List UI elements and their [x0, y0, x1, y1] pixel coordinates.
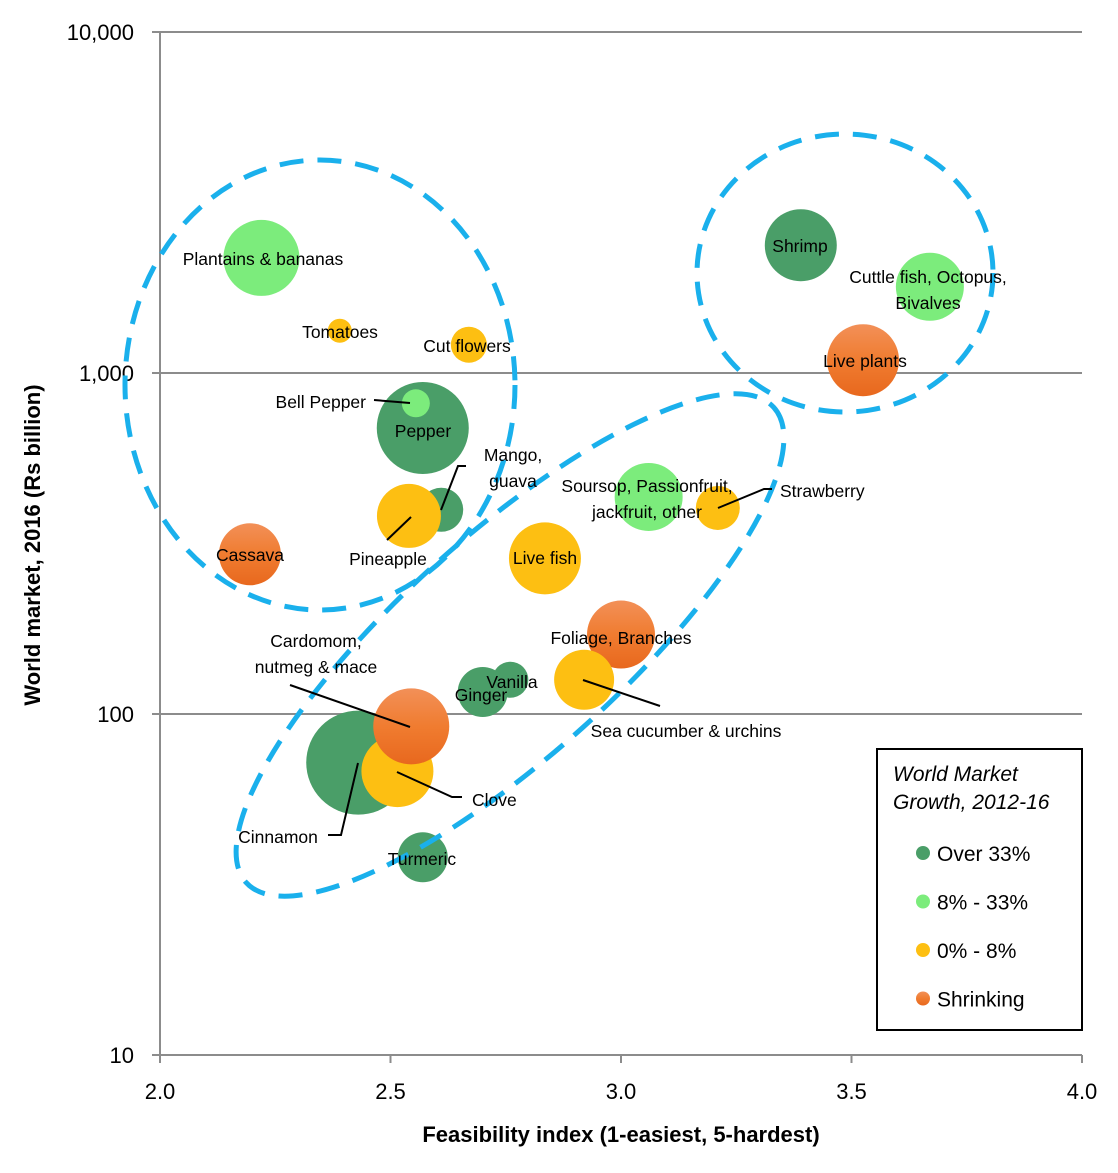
bubble — [327, 318, 352, 343]
gridlines — [160, 31, 1082, 715]
legend-marker — [916, 943, 930, 957]
cluster-ellipse-right — [694, 131, 996, 415]
x-tick-label: 2.0 — [145, 1079, 176, 1104]
legend-title: Growth, 2012-16 — [893, 791, 1050, 814]
cluster-ellipse-diagonal — [233, 391, 787, 899]
bubble — [614, 462, 683, 531]
bubble-label: Turmeric — [388, 849, 457, 869]
bubble — [218, 523, 281, 586]
legend-title: World Market — [893, 763, 1019, 786]
legend: World Market Growth, 2012-16 Over 33% 8% - … — [876, 748, 1083, 1031]
bubble — [376, 381, 469, 474]
legend-label: 8% - 33% — [937, 892, 1028, 915]
bubble — [457, 667, 508, 718]
legend-label: 0% - 8% — [937, 940, 1016, 963]
bubble-label: nutmeg & mace — [255, 657, 378, 677]
x-tick-label: 3.0 — [606, 1079, 637, 1104]
bubble — [376, 483, 441, 548]
legend-marker — [916, 991, 930, 1006]
leader-line — [386, 516, 412, 541]
legend-label: Shrinking — [937, 989, 1025, 1012]
bubble-label: Live plants — [823, 351, 907, 371]
cluster-ellipses — [122, 131, 996, 899]
legend-marker — [916, 894, 930, 909]
legend-label: Over 33% — [937, 843, 1030, 866]
bubble-label: Strawberry — [780, 481, 865, 501]
cluster-ellipse-left — [122, 157, 518, 613]
bubble-label: guava — [489, 471, 537, 491]
leader-line — [582, 679, 661, 707]
x-tick-label: 3.5 — [836, 1079, 867, 1104]
bubble — [827, 324, 900, 397]
leader-line — [717, 488, 772, 509]
y-tick-label: 10,000 — [67, 20, 134, 45]
bubble-labels: Plantains & bananas Tomatoes Cut flowers Pe… — [183, 236, 1007, 869]
y-tick-label: 10 — [110, 1043, 134, 1068]
bubble-label: Clove — [472, 790, 517, 810]
bubble — [450, 326, 487, 363]
bubble-label: Foliage, Branches — [550, 628, 691, 648]
y-tick-label: 100 — [97, 702, 134, 727]
leader-line — [289, 684, 411, 728]
leader-line — [373, 399, 411, 404]
legend-box — [876, 748, 1083, 1031]
bubble-label: Cassava — [216, 545, 284, 565]
bubble-label: Cinnamon — [238, 827, 318, 847]
x-axis-title: Feasibility index (1-easiest, 5-hardest) — [422, 1122, 819, 1147]
bubble-label: Bivalves — [895, 293, 960, 313]
bubble — [764, 209, 837, 282]
bubble — [587, 600, 655, 669]
bubble-label: Bell Pepper — [276, 392, 367, 412]
bubble — [373, 688, 450, 765]
leader-line — [328, 762, 359, 836]
leader-line — [440, 465, 466, 511]
bubbles — [218, 209, 964, 883]
bubble-label: jackfruit, other — [591, 502, 702, 522]
bubble-label: Vanilla — [486, 672, 538, 692]
bubble — [223, 219, 300, 296]
bubble — [895, 252, 964, 321]
bubble-label: Sea cucumber & urchins — [591, 721, 782, 741]
bubble-label: Soursop, Passionfruit, — [561, 476, 732, 496]
leader-line — [396, 771, 462, 798]
bubble — [397, 832, 448, 883]
bubble-label: Pepper — [395, 421, 452, 441]
bubble — [401, 389, 430, 418]
bubble-label: Cardomom, — [270, 631, 361, 651]
x-tick-label: 4.0 — [1067, 1079, 1098, 1104]
bubble-label: Cut flowers — [423, 336, 511, 356]
bubble-label: Tomatoes — [302, 322, 378, 342]
bubble-label: Pineapple — [349, 549, 427, 569]
bubble-label: Shrimp — [772, 236, 827, 256]
leader-lines — [289, 399, 772, 836]
y-axis-title: World market, 2016 (Rs billion) — [20, 384, 45, 705]
bubble-label: Mango, — [484, 445, 542, 465]
bubble-label: Plantains & bananas — [183, 249, 344, 269]
x-tick-label: 2.5 — [375, 1079, 406, 1104]
bubble-label: Live fish — [513, 548, 577, 568]
bubble — [695, 485, 740, 530]
bubble-label: Cuttle fish, Octopus, — [849, 267, 1007, 287]
bubble-label: Ginger — [455, 685, 508, 705]
bubble — [508, 522, 581, 595]
legend-marker — [916, 846, 930, 860]
